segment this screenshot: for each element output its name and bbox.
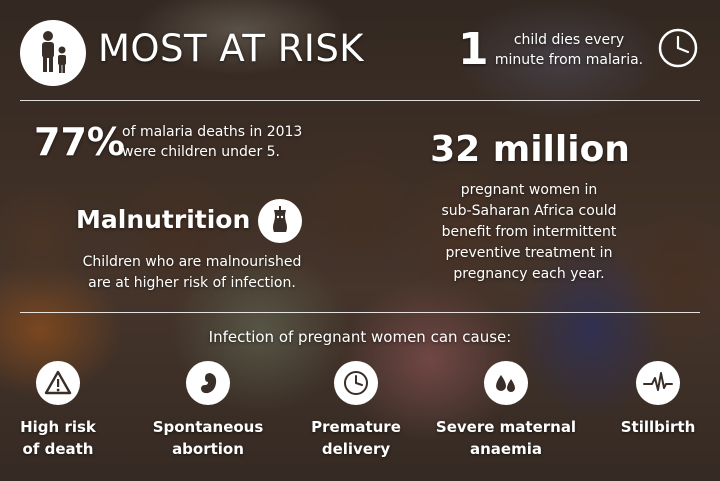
stat-number: 1 [458, 24, 489, 75]
clock-icon [658, 28, 698, 68]
infection-item-anaemia: Severe maternal anaemia [428, 416, 584, 460]
malnutrition-text-line2: are at higher risk of infection. [88, 275, 296, 291]
pregnant-text-line3: benefit from intermittent [441, 224, 617, 240]
pregnant-text-line5: pregnancy each year. [453, 266, 605, 282]
malnutrition-text: Children who are malnourished are at hig… [52, 252, 332, 294]
malnutrition-title: Malnutrition [76, 205, 251, 234]
divider-bottom [20, 312, 700, 313]
infection-item-premature-line1: Premature [311, 418, 401, 436]
family-icon [20, 20, 86, 86]
pregnant-text-line1: pregnant women in [460, 182, 598, 198]
pregnant-text-line2: sub-Saharan Africa could [441, 203, 617, 219]
stat-text-line1: child dies every [513, 32, 625, 48]
apple-core-icon [258, 199, 302, 243]
infection-item-premature: Premature delivery [296, 416, 416, 460]
fetus-icon [186, 361, 230, 405]
pregnant-number: 32 million [430, 129, 630, 170]
malnutrition-text-line1: Children who are malnourished [82, 254, 302, 270]
infection-item-death-line2: of death [22, 440, 94, 458]
infection-item-anaemia-line2: anaemia [470, 440, 542, 458]
infection-item-death-line1: High risk [20, 418, 96, 436]
stat-text: child dies every minute from malaria. [484, 30, 654, 70]
warning-icon [36, 361, 80, 405]
divider-top [20, 100, 700, 101]
pregnant-text: pregnant women in sub-Saharan Africa cou… [424, 180, 634, 285]
blood-drops-icon [484, 361, 528, 405]
infection-item-stillbirth: Stillbirth [604, 416, 712, 438]
infection-item-anaemia-line1: Severe maternal [435, 418, 577, 436]
infection-item-abortion: Spontaneous abortion [143, 416, 273, 460]
infection-item-stillbirth-line1: Stillbirth [620, 418, 696, 436]
deaths-text-line2: were children under 5. [122, 144, 281, 160]
infection-item-death: High risk of death [8, 416, 108, 460]
infection-heading: Infection of pregnant women can cause: [208, 328, 512, 346]
deaths-percent: 77% [34, 120, 125, 164]
pregnant-text-line4: preventive treatment in [445, 245, 613, 261]
deaths-text-line1: of malaria deaths in 2013 [122, 124, 303, 140]
infection-item-abortion-line1: Spontaneous [152, 418, 264, 436]
stat-text-line2: minute from malaria. [494, 52, 644, 68]
clock-icon-small [334, 361, 378, 405]
infection-item-abortion-line2: abortion [172, 440, 244, 458]
heartbeat-icon [636, 361, 680, 405]
page-title: MOST AT RISK [98, 27, 365, 70]
infection-item-premature-line2: delivery [321, 440, 391, 458]
deaths-text: of malaria deaths in 2013 were children … [122, 122, 342, 162]
